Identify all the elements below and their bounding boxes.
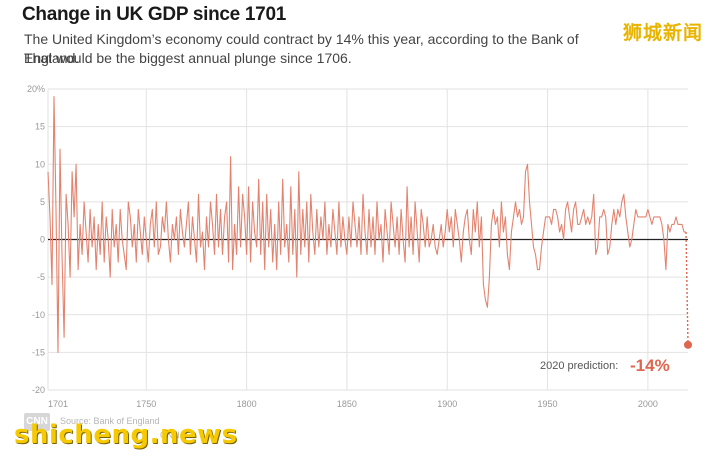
prediction-value: -14% [630, 356, 670, 375]
y-tick-label: 10 [35, 159, 45, 169]
source-note: Source: Bank of England [60, 416, 160, 426]
x-tick-label: 1950 [538, 399, 558, 409]
y-tick-label: -10 [32, 310, 45, 320]
watermark-en: shicheng.news [14, 420, 238, 450]
y-tick-label: -5 [37, 272, 45, 282]
prediction-dotted-line [685, 231, 689, 345]
x-tick-label: 1850 [337, 399, 357, 409]
watermark-cn: 狮城新闻 [622, 23, 703, 44]
y-tick-label: 5 [40, 197, 45, 207]
cnn-logo: CNN [24, 413, 50, 431]
x-tick-label: 1750 [136, 399, 156, 409]
cnn-credit: CNN [160, 430, 180, 440]
x-tick-label: 2000 [638, 399, 658, 409]
chart-subtitle-line1: The United Kingdom’s economy could contr… [24, 31, 579, 66]
x-tick-label: 1800 [237, 399, 257, 409]
x-tick-label: 1900 [437, 399, 457, 409]
y-tick-label: -20 [32, 385, 45, 395]
prediction-label: 2020 prediction: [540, 360, 619, 372]
chart-subtitle-line2: That would be the biggest annual plunge … [24, 50, 352, 66]
x-tick-label: 1701 [48, 399, 68, 409]
y-tick-label: 20% [27, 84, 45, 94]
y-tick-label: 15 [35, 122, 45, 132]
y-tick-label: -15 [32, 347, 45, 357]
y-tick-label: 0 [40, 235, 45, 245]
chart-title: Change in UK GDP since 1701 [22, 4, 286, 25]
prediction-point [684, 340, 692, 349]
gdp-series-line [47, 95, 686, 353]
